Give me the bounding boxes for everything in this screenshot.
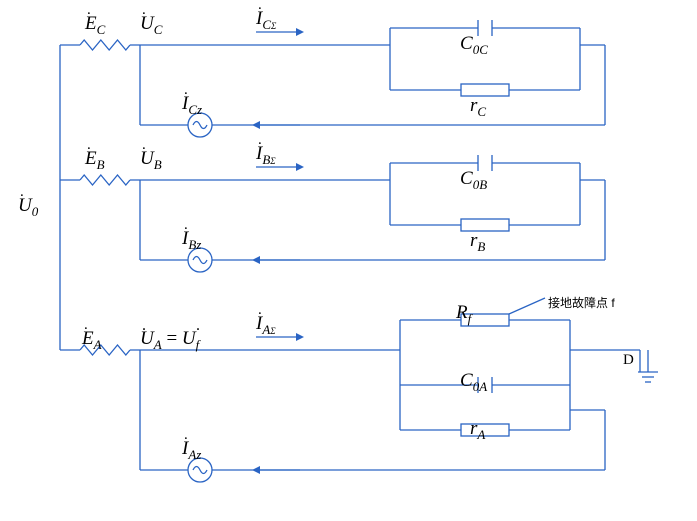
label-C0A: C0A [460,370,487,395]
label-rB: rB [470,230,485,255]
dot-IAz: . [184,427,188,444]
label-UA-eq-Uf: UA = Uf [140,328,199,353]
label-C0C: C0C [460,33,488,58]
dot-U0: . [20,184,24,201]
label-Rf: Rf [456,302,471,327]
dot-IBz: . [184,217,188,234]
label-C0B: C0B [460,168,487,193]
dot-UB: . [142,137,146,154]
dot-Uf: . [196,317,200,335]
dot-EA: . [84,317,88,334]
label-rC: rC [470,95,486,120]
label-rA: rA [470,418,485,443]
dot-IBS: . [258,132,262,149]
dot-EB: . [87,137,91,154]
label-D: D [623,352,634,369]
dot-IAS: . [258,302,262,319]
dot-ICz: . [184,82,188,99]
dot-UA: . [142,317,146,335]
dot-ICS: . [258,0,262,14]
label-fault-note: 接地故障点 f [548,294,615,311]
dot-UC: . [142,2,146,19]
dot-EC: . [87,2,91,19]
